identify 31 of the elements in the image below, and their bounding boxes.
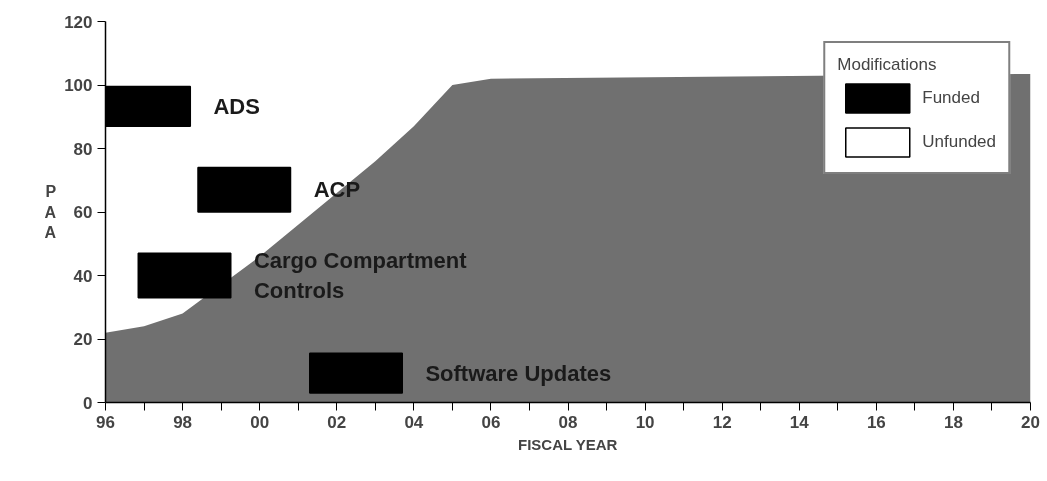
x-tick-label: 04	[404, 412, 424, 432]
y-tick-label: 20	[73, 330, 93, 349]
x-tick-label: 18	[943, 412, 963, 432]
y-tick-label: 80	[73, 139, 93, 159]
y-tick-label: 40	[73, 266, 93, 286]
x-tick-label: 06	[481, 412, 501, 432]
x-axis-title: FISCAL YEAR	[518, 435, 618, 453]
x-tick-label: 10	[635, 412, 655, 432]
legend-label: Unfunded	[922, 132, 996, 152]
x-tick-label: 16	[866, 412, 886, 432]
bar	[137, 252, 232, 299]
x-tick-label: 96	[96, 412, 115, 432]
y-tick-label: 120	[64, 12, 93, 32]
annotation: Cargo Compartment Controls	[253, 248, 468, 303]
x-tick-label: 14	[789, 412, 810, 432]
y-tick-label: 100	[64, 76, 93, 95]
bar	[197, 166, 292, 213]
legend-title: Modifications	[837, 55, 938, 75]
x-tick-label: 98	[173, 412, 193, 432]
x-tick-label: 20	[1021, 412, 1040, 432]
x-tick-label: 02	[327, 412, 347, 432]
legend-label: Funded	[922, 88, 980, 108]
annotation: Software Updates	[425, 360, 612, 386]
y-axis-title: PAA	[44, 183, 57, 241]
annotation: ADS	[213, 93, 260, 119]
x-tick-label: 00	[250, 412, 270, 432]
bar	[309, 352, 404, 394]
y-tick-label: 0	[83, 393, 93, 413]
x-tick-label: 12	[712, 412, 732, 432]
y-tick-label: 60	[73, 203, 93, 222]
x-tick-label: 08	[558, 412, 578, 432]
